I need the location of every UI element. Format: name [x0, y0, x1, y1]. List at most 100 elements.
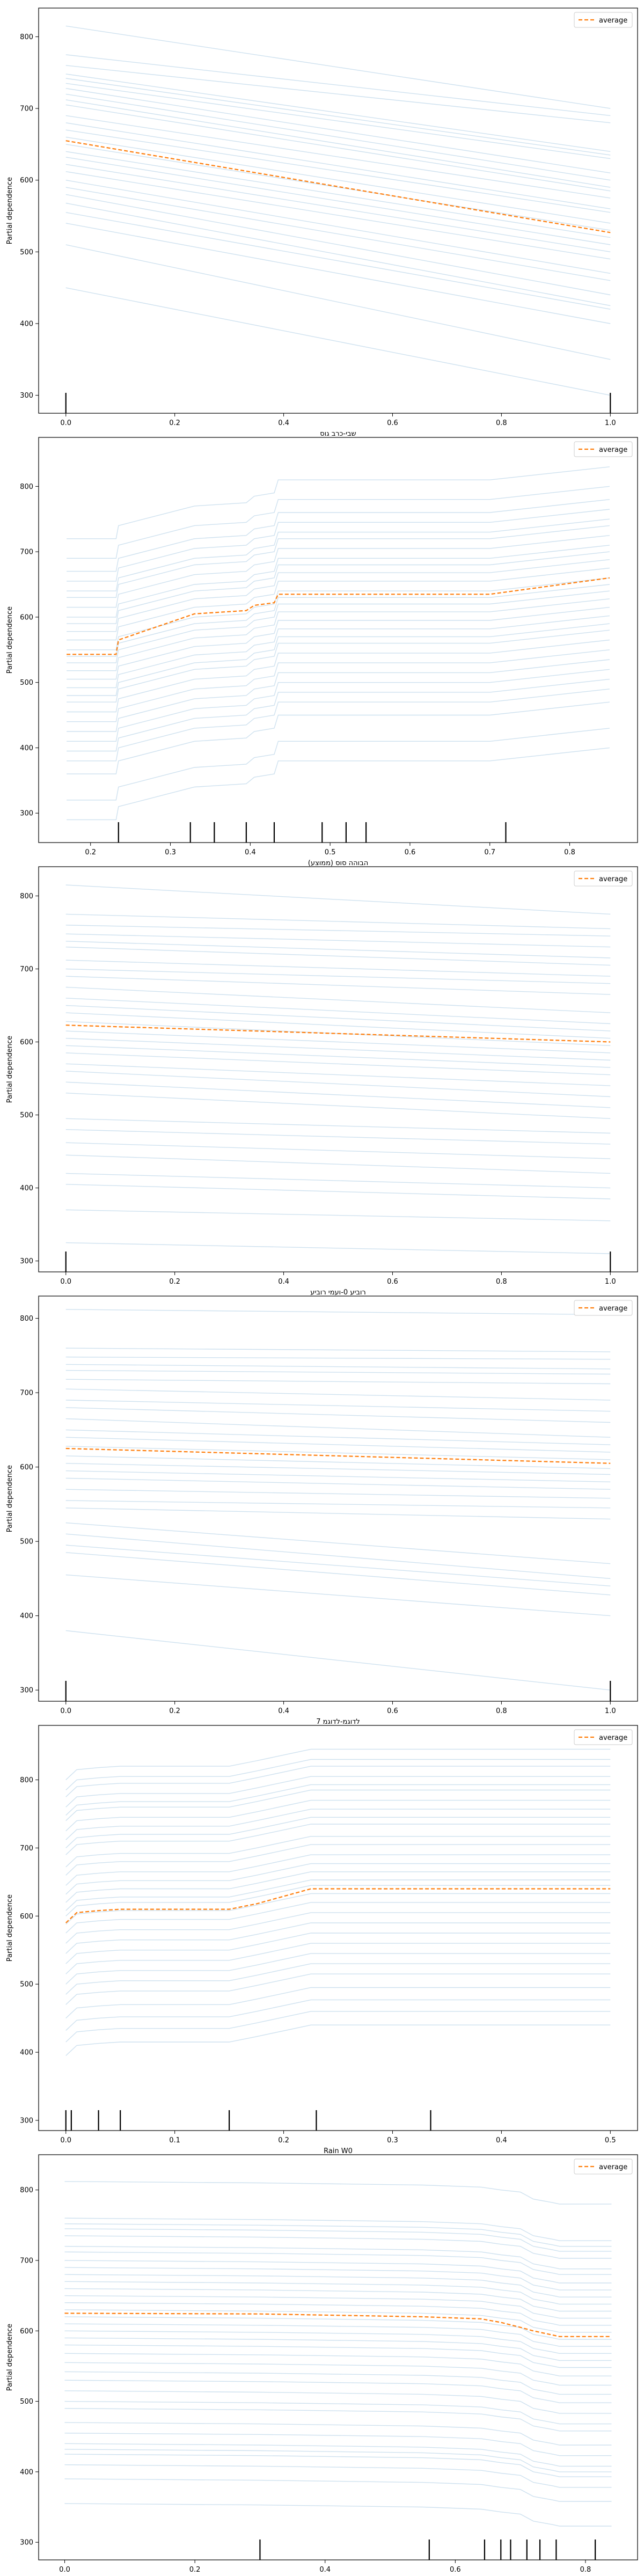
average-line	[65, 1024, 611, 1043]
ice-line	[67, 551, 610, 624]
ice-line	[67, 623, 610, 696]
y-tick-label: 700	[20, 2257, 33, 2265]
ice-plot-panel-4: 0.0 0.2 0.4 0.6 0.8 1.0 300 400 500 600 700 800 7 לד…	[6, 1296, 638, 1726]
ice-line	[67, 466, 610, 539]
x-tick-label: 0.2	[85, 848, 96, 857]
ice-line	[65, 1987, 611, 2019]
ice-line	[65, 180, 611, 274]
ice-line	[65, 913, 611, 930]
ice-line	[64, 2353, 612, 2376]
ice-line	[65, 287, 611, 396]
ice-line	[64, 2390, 612, 2414]
ice-line	[65, 1030, 611, 1053]
ice-line	[65, 1463, 611, 1475]
legend: average	[574, 870, 633, 887]
ice-line	[64, 2246, 612, 2270]
x-axis-label: רוביע 0-ועמי רוביע	[310, 1289, 366, 1297]
ice-line	[65, 933, 611, 948]
legend: average	[574, 1300, 633, 1316]
x-tick-label: 0.2	[169, 1278, 180, 1286]
ice-line	[67, 649, 610, 722]
ice-line	[67, 669, 610, 742]
y-tick-label: 400	[20, 2468, 33, 2476]
ice-line	[64, 2344, 612, 2368]
x-tick-label: 0.0	[60, 1707, 71, 1715]
ice-line	[65, 1437, 611, 1453]
ice-line	[65, 1071, 611, 1097]
y-tick-label: 500	[20, 679, 33, 687]
y-axis-label: Partial dependence	[6, 1465, 14, 1532]
ice-line	[65, 1824, 611, 1855]
ice-line	[64, 2309, 612, 2333]
average-line	[65, 140, 611, 233]
ice-line	[64, 2401, 612, 2425]
average-line	[65, 1447, 611, 1464]
ice-line	[65, 1052, 611, 1075]
ice-line	[67, 567, 610, 641]
x-axis-label: (ממוצע) הבוהה סוס	[308, 859, 368, 867]
ice-line	[64, 2422, 612, 2446]
ice-line	[67, 518, 610, 591]
ice-plot-panel-6: 0.00.20.40.60.8300400500600700800Moist W…	[6, 2154, 638, 2574]
ice-line	[65, 129, 611, 213]
ice-line	[64, 2267, 612, 2290]
legend: average	[574, 12, 633, 28]
ice-line	[65, 1507, 611, 1520]
y-tick-label: 500	[20, 248, 33, 257]
ice-line	[65, 1489, 611, 1499]
legend: average	[574, 2158, 633, 2175]
x-tick-label: 0.3	[387, 2136, 398, 2145]
ice-line	[65, 1912, 611, 1944]
y-tick-label: 600	[20, 177, 33, 185]
x-tick-label: 0.2	[169, 1707, 180, 1715]
ice-line	[67, 577, 610, 650]
x-tick-label: 0.2	[189, 2566, 201, 2574]
ice-line	[64, 2503, 612, 2527]
x-tick-label: 0.8	[496, 1707, 507, 1715]
y-tick-label: 600	[20, 613, 33, 621]
y-tick-label: 300	[20, 392, 33, 400]
y-axis-label: Partial dependence	[6, 1036, 14, 1103]
ice-line	[65, 74, 611, 152]
y-tick-label: 700	[20, 1845, 33, 1853]
ice-line	[65, 1784, 611, 1816]
ice-line	[65, 1630, 611, 1690]
ice-line	[67, 747, 610, 821]
y-tick-label: 600	[20, 1913, 33, 1921]
ice-line	[64, 2181, 612, 2205]
y-tick-label: 300	[20, 1687, 33, 1695]
ice-line	[67, 659, 610, 732]
ice-line	[65, 144, 611, 231]
legend-average-label: average	[599, 17, 627, 25]
x-tick-label: 0.8	[564, 848, 575, 857]
average-line	[64, 2312, 612, 2337]
average-line	[65, 1888, 611, 1923]
ice-line	[64, 2454, 612, 2477]
ice-line	[65, 946, 611, 966]
y-tick-label: 300	[20, 810, 33, 818]
ice-line	[65, 2024, 611, 2056]
ice-line	[65, 65, 611, 123]
x-tick-label: 0.4	[245, 848, 256, 857]
ice-line	[67, 728, 610, 801]
ice-line	[65, 1879, 611, 1911]
x-tick-label: 0.6	[387, 419, 398, 427]
ice-line	[65, 1545, 611, 1586]
axes-frame	[38, 2154, 638, 2560]
ice-plot-panel-3: 0.0 0.2 0.4 0.6 0.8 1.0 300 400 500 600 700 800 רובי…	[6, 866, 638, 1297]
ice-plot-panel-5: 0.0 0.1 0.2 0.3 0.4 0.5 300 400 500 600 700 800 Rain…	[6, 1725, 638, 2155]
ice-line	[67, 559, 610, 632]
ice-line	[65, 1455, 611, 1469]
ice-line	[65, 1871, 611, 1903]
y-tick-label: 600	[20, 1463, 33, 1472]
ice-line	[65, 136, 611, 224]
ice-line	[64, 2302, 612, 2326]
y-tick-label: 300	[20, 2539, 33, 2547]
ice-line	[64, 2371, 612, 2395]
x-tick-label: 1.0	[605, 419, 616, 427]
ice-line	[65, 1209, 611, 1221]
ice-line	[65, 1370, 611, 1375]
x-tick-label: 0.4	[496, 2136, 507, 2145]
ice-line	[65, 54, 611, 116]
